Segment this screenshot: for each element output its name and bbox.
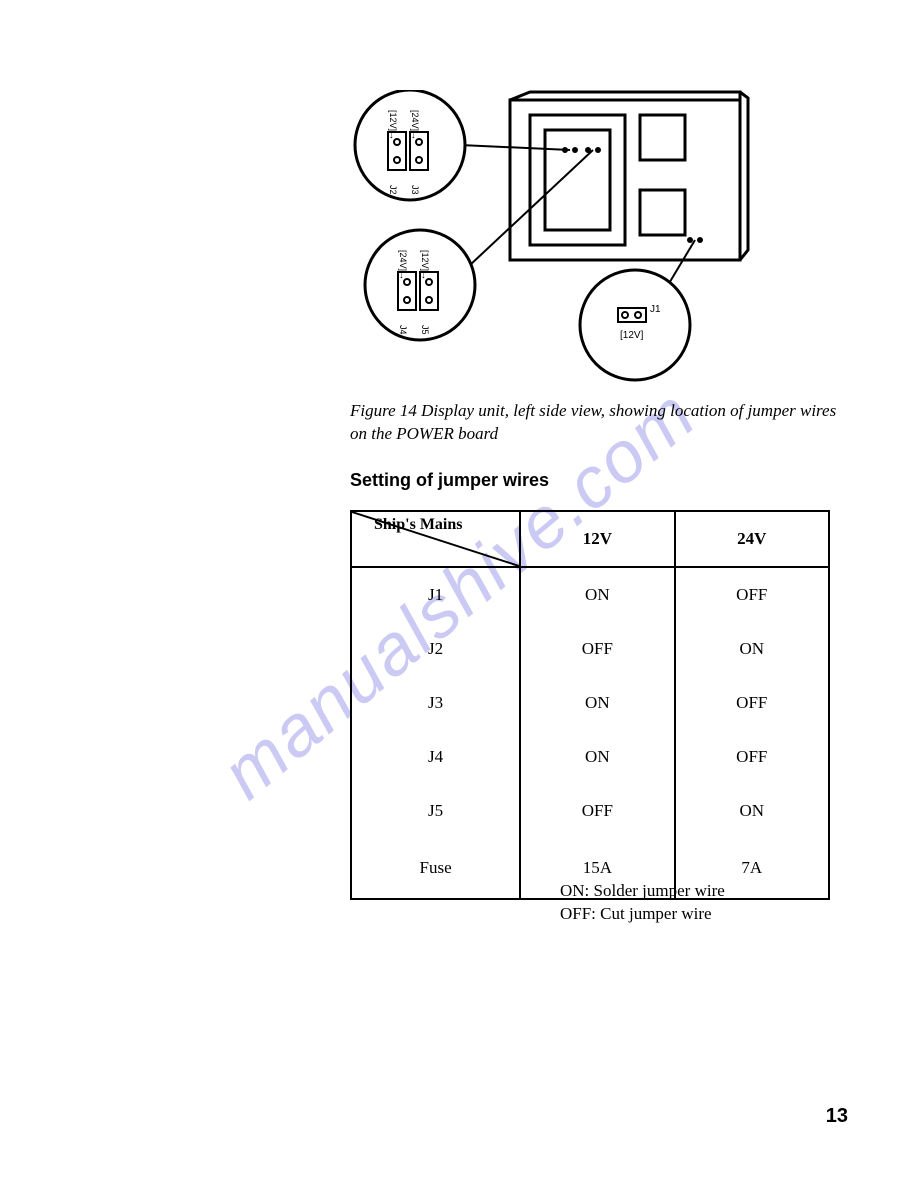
table-row-label: J5 — [351, 784, 520, 838]
table-cell: OFF — [675, 567, 829, 622]
callout2-j5-label: J5 — [420, 325, 430, 335]
table-row-label: J4 — [351, 730, 520, 784]
table-cell: OFF — [675, 730, 829, 784]
table-cell: OFF — [675, 676, 829, 730]
table-row-label: J3 — [351, 676, 520, 730]
table-header-diagonal: Ship's Mains — [351, 511, 520, 567]
figure-14-diagram: [12V]→ [24V]→ J2 J3 [24V]→ [12V]→ J4 — [340, 90, 760, 390]
table-cell: OFF — [520, 784, 674, 838]
table-diag-label: Ship's Mains — [374, 516, 462, 534]
table-cell: ON — [520, 730, 674, 784]
callout2-12v-label: [12V]→ — [420, 250, 430, 280]
figure-caption: Figure 14 Display unit, left side view, … — [350, 400, 850, 446]
table-col-12v: 12V — [520, 511, 674, 567]
jumper-legend: ON: Solder jumper wire OFF: Cut jumper w… — [560, 880, 725, 926]
table-cell: ON — [675, 622, 829, 676]
callout3-12v-label: [12V] — [620, 330, 644, 341]
callout2-24v-label: [24V]→ — [398, 250, 408, 280]
table-row-label: J1 — [351, 567, 520, 622]
table-cell: ON — [675, 784, 829, 838]
callout2-j4-label: J4 — [398, 325, 408, 335]
legend-off: OFF: Cut jumper wire — [560, 903, 725, 926]
legend-on: ON: Solder jumper wire — [560, 880, 725, 903]
display-unit-svg: [12V]→ [24V]→ J2 J3 [24V]→ [12V]→ J4 — [340, 90, 760, 390]
manual-page: manualshive.com — [0, 0, 918, 1188]
section-heading: Setting of jumper wires — [350, 470, 549, 491]
jumper-settings-table: Ship's Mains 12V 24V J1 ON OFF J2 OFF ON… — [350, 510, 830, 900]
table-cell: OFF — [520, 622, 674, 676]
page-number: 13 — [826, 1105, 848, 1128]
table-row-label: J2 — [351, 622, 520, 676]
table-cell: ON — [520, 676, 674, 730]
table-row-label: Fuse — [351, 838, 520, 899]
callout1-j2-label: J2 — [388, 185, 398, 195]
callout1-24v-label: [24V]→ — [410, 110, 420, 140]
callout3-j1-label: J1 — [650, 304, 661, 315]
callout1-j3-label: J3 — [410, 185, 420, 195]
table-col-24v: 24V — [675, 511, 829, 567]
callout1-12v-label: [12V]→ — [388, 110, 398, 140]
table-cell: ON — [520, 567, 674, 622]
